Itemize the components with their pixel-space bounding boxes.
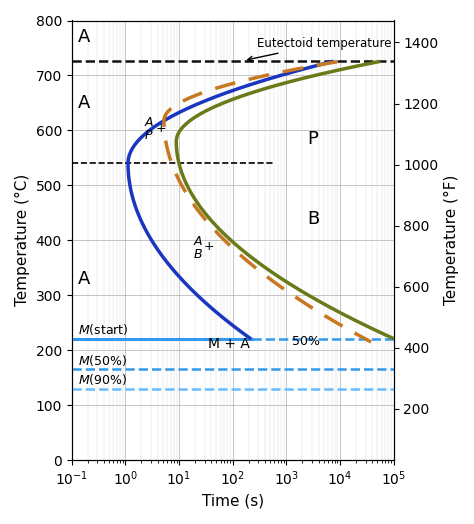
Text: P: P [308, 130, 319, 148]
Text: $+$: $+$ [155, 122, 166, 135]
Text: $A$: $A$ [192, 235, 203, 248]
Text: $A$: $A$ [144, 116, 154, 129]
Text: A: A [78, 28, 90, 47]
Text: $+$: $+$ [203, 240, 214, 253]
Text: $M$(90%): $M$(90%) [78, 372, 127, 387]
Text: $M$(50%): $M$(50%) [78, 353, 127, 367]
Text: B: B [308, 210, 320, 228]
Text: A: A [78, 270, 90, 288]
Text: Eutectoid temperature: Eutectoid temperature [248, 37, 391, 61]
Text: $P$: $P$ [144, 129, 153, 141]
Text: A: A [78, 94, 90, 113]
Y-axis label: Temperature (°F): Temperature (°F) [444, 175, 459, 305]
Text: M + A: M + A [208, 337, 250, 351]
X-axis label: Time (s): Time (s) [201, 494, 264, 509]
Text: $M$(start): $M$(start) [78, 322, 128, 337]
Text: $B$: $B$ [192, 248, 202, 261]
Text: 50%: 50% [292, 335, 320, 348]
Y-axis label: Temperature (°C): Temperature (°C) [15, 174, 30, 307]
